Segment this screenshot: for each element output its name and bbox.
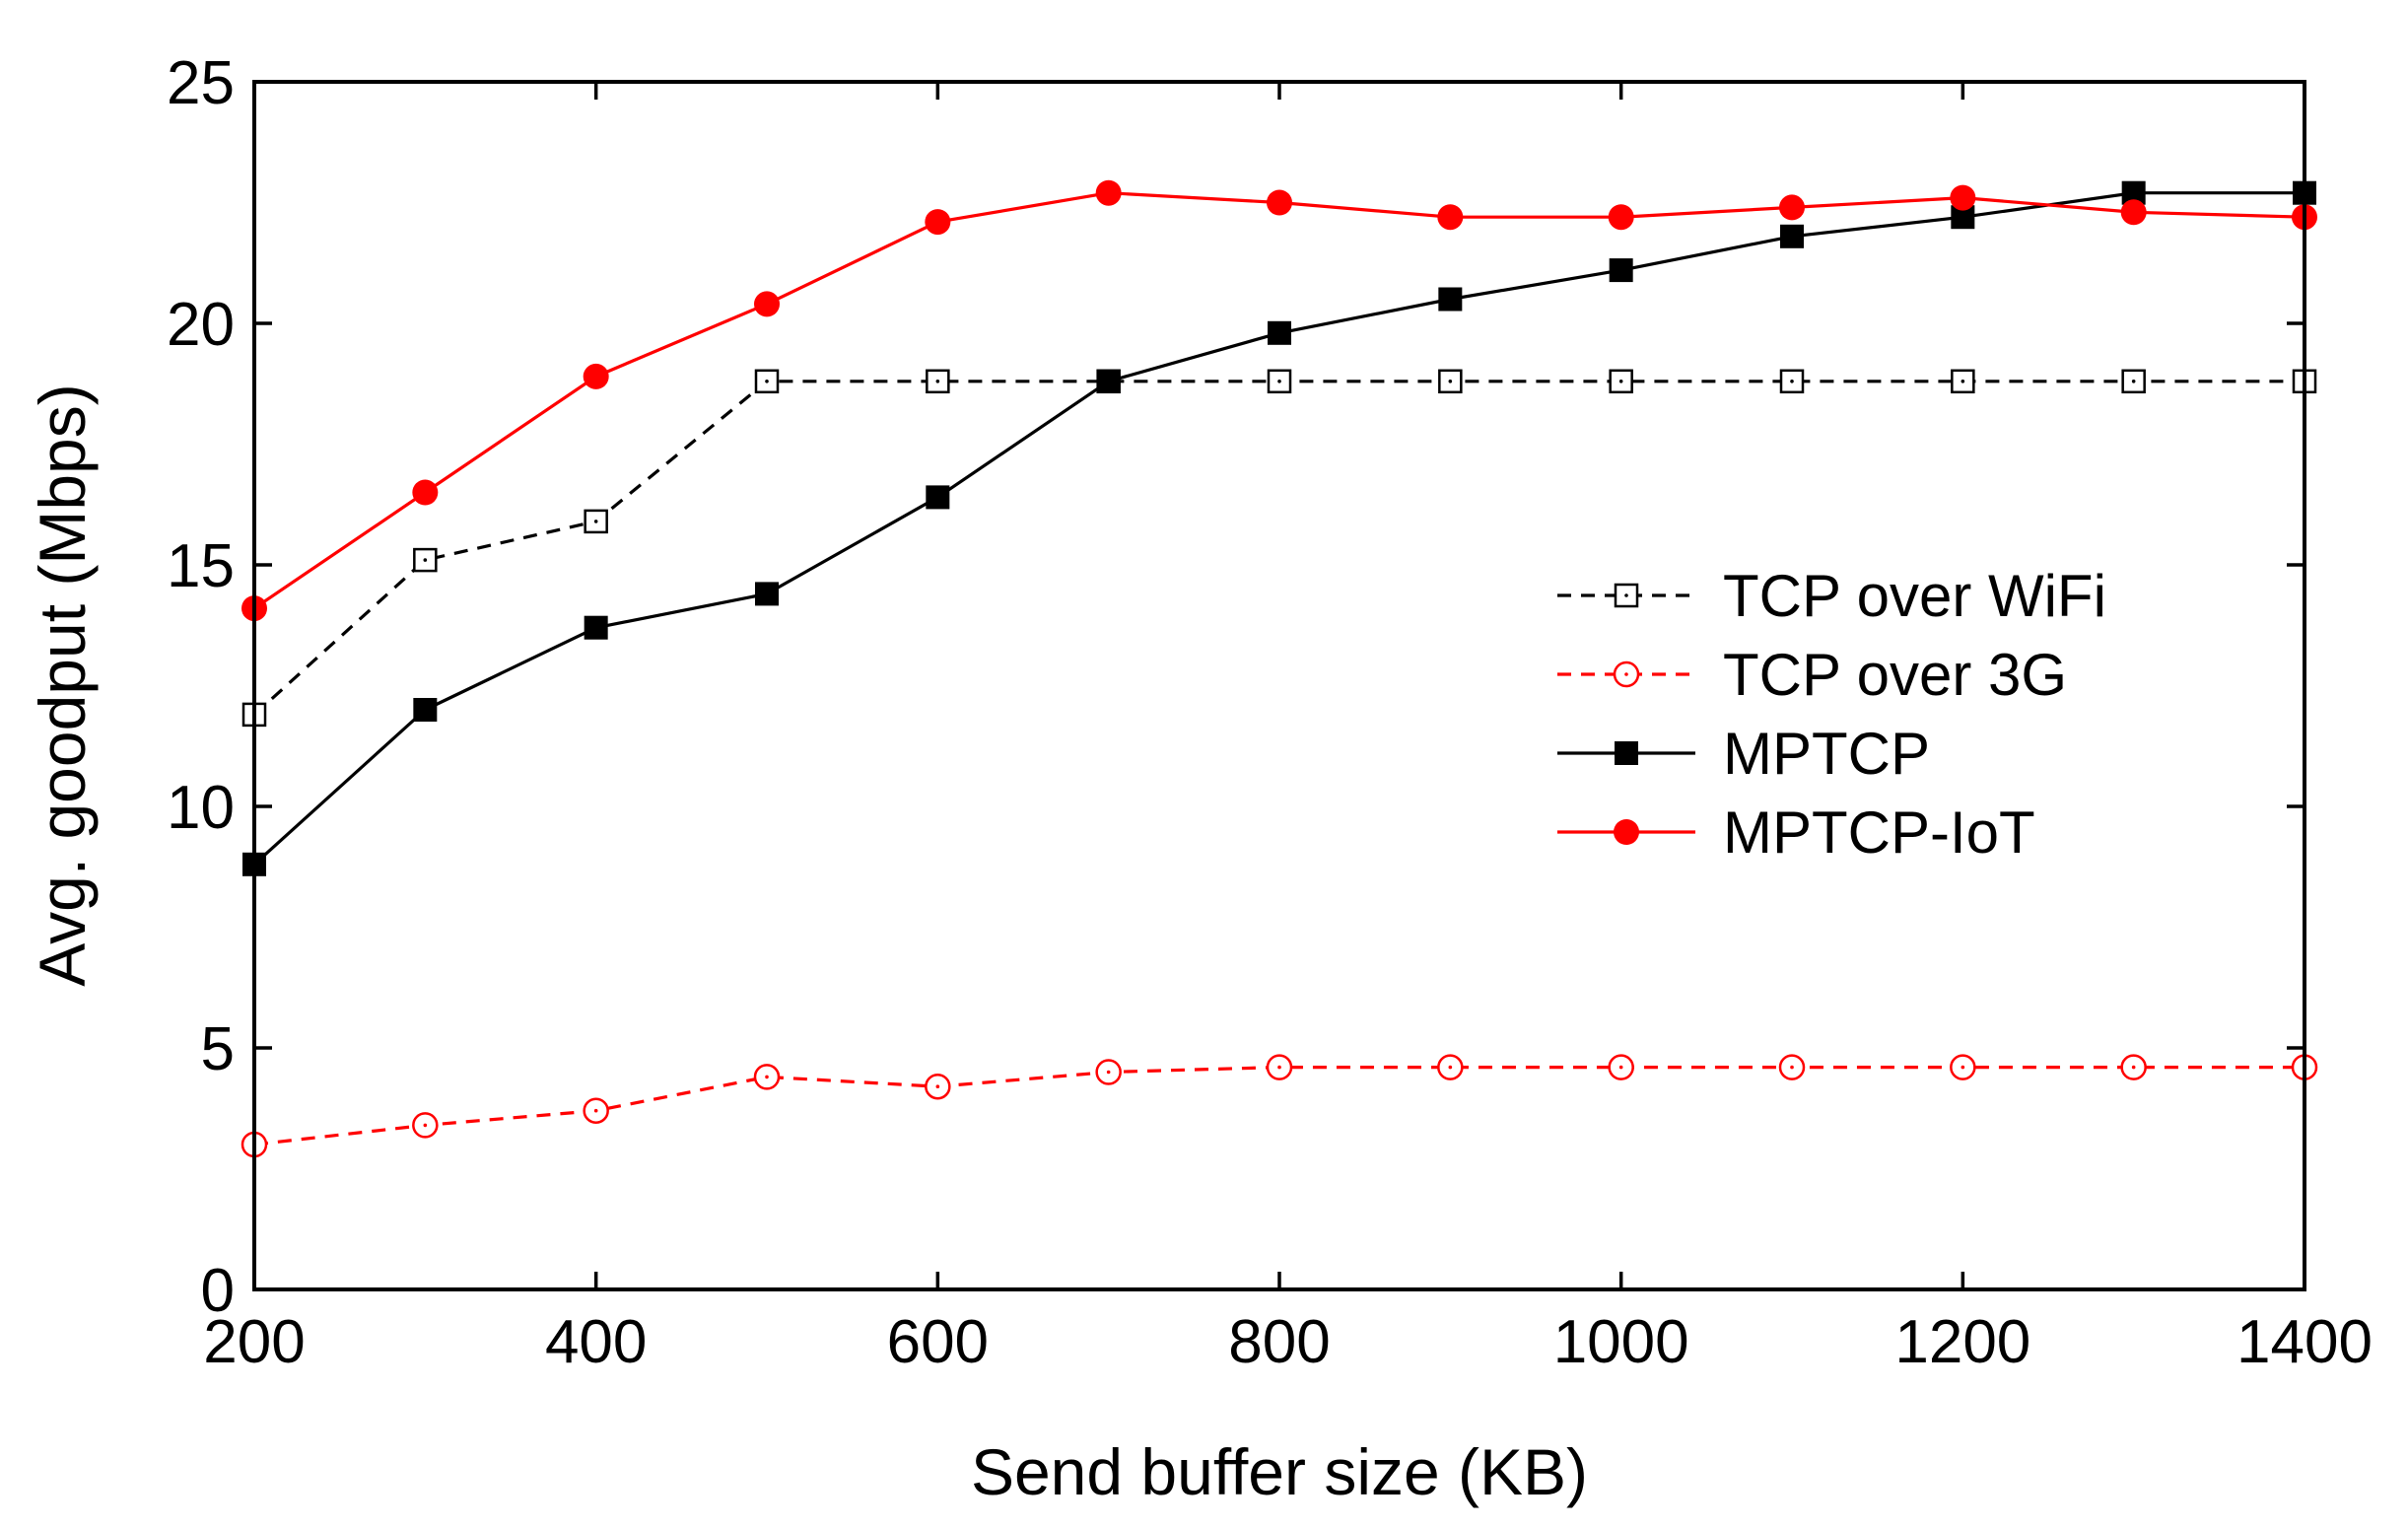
- legend-label-mptcp-iot: MPTCP-IoT: [1723, 799, 2035, 866]
- x-tick-label-1200: 1200: [1894, 1308, 2030, 1376]
- series-mptcp-iot: [241, 179, 2317, 622]
- point-tcp-over-3g-900: [1437, 1054, 1464, 1080]
- point-mptcp-iot-1000: [1608, 204, 1634, 231]
- point-tcp-over-wifi-800: [1267, 369, 1292, 394]
- point-tcp-over-wifi-1300: [2121, 369, 2146, 394]
- legend-marker-tcp-over-wifi: [1614, 583, 1639, 608]
- point-mptcp-iot-300: [412, 479, 439, 506]
- series-tcp-over-3g: [241, 1054, 2318, 1158]
- point-tcp-over-3g-800: [1266, 1054, 1293, 1080]
- legend-item-mptcp: MPTCP: [1557, 721, 1930, 787]
- point-mptcp-700: [1096, 369, 1121, 393]
- point-mptcp-600: [926, 485, 950, 510]
- y-tick-label-10: 10: [167, 774, 235, 842]
- point-tcp-over-3g-1100: [1778, 1054, 1806, 1080]
- point-tcp-over-wifi-1100: [1779, 369, 1805, 394]
- point-tcp-over-wifi-400: [584, 509, 608, 534]
- point-tcp-over-wifi-500: [754, 369, 780, 394]
- x-tick-label-600: 600: [887, 1308, 989, 1376]
- point-tcp-over-3g-400: [583, 1097, 609, 1124]
- point-mptcp-900: [1438, 287, 1463, 312]
- series-mptcp: [242, 180, 2316, 876]
- point-tcp-over-wifi-900: [1438, 369, 1463, 394]
- y-tick-label-0: 0: [201, 1257, 235, 1325]
- point-tcp-over-3g-600: [925, 1073, 951, 1100]
- point-mptcp-iot-800: [1267, 189, 1292, 216]
- point-mptcp-500: [755, 582, 779, 606]
- legend-item-tcp-over-wifi: TCP over WiFi: [1557, 563, 2106, 629]
- legend-marker-tcp-over-3g: [1613, 660, 1640, 688]
- point-mptcp-1000: [1609, 258, 1633, 283]
- point-tcp-over-3g-1000: [1608, 1054, 1634, 1080]
- series-line-mptcp-iot: [253, 191, 2305, 610]
- point-mptcp-iot-400: [583, 363, 609, 389]
- point-tcp-over-3g-500: [753, 1064, 781, 1090]
- legend-label-tcp-over-3g: TCP over 3G: [1723, 642, 2067, 708]
- series-line-mptcp: [252, 191, 2305, 866]
- x-tick-label-200: 200: [203, 1308, 305, 1376]
- point-tcp-over-wifi-1000: [1609, 369, 1633, 394]
- y-tick-label-25: 25: [167, 49, 235, 117]
- y-axis-title: Avg. goodput (Mbps): [26, 383, 99, 986]
- point-mptcp-iot-900: [1437, 204, 1464, 231]
- ticks-layer: 200 400 600 800 1000 1200 1400 0 5 10 15 20 25: [167, 49, 2373, 1376]
- point-mptcp-iot-700: [1095, 179, 1122, 206]
- legend: TCP over WiFi TCP over 3G MPTCP MPTCP-IoT: [1557, 563, 2106, 866]
- point-mptcp-1100: [1780, 224, 1804, 248]
- point-mptcp-iot-600: [925, 209, 951, 236]
- point-mptcp-400: [584, 615, 608, 640]
- point-tcp-over-3g-300: [412, 1112, 439, 1139]
- y-tick-label-20: 20: [167, 291, 235, 359]
- point-mptcp-iot-500: [754, 291, 780, 317]
- point-mptcp-iot-1100: [1779, 194, 1805, 221]
- x-tick-label-400: 400: [545, 1308, 647, 1376]
- point-tcp-over-wifi-1200: [1951, 369, 1975, 394]
- legend-item-tcp-over-3g: TCP over 3G: [1557, 642, 2067, 708]
- y-tick-label-5: 5: [201, 1015, 235, 1083]
- legend-label-mptcp: MPTCP: [1723, 721, 1930, 787]
- point-mptcp-300: [413, 698, 438, 722]
- x-tick-label-1000: 1000: [1553, 1308, 1689, 1376]
- point-mptcp-800: [1268, 320, 1291, 345]
- legend-label-tcp-over-wifi: TCP over WiFi: [1723, 563, 2106, 629]
- y-tick-label-15: 15: [167, 532, 235, 600]
- legend-item-mptcp-iot: MPTCP-IoT: [1557, 799, 2035, 866]
- legend-marker-mptcp: [1615, 741, 1638, 765]
- point-mptcp-iot-1200: [1950, 184, 1976, 211]
- point-tcp-over-3g-1200: [1950, 1054, 1976, 1080]
- point-tcp-over-wifi-300: [413, 547, 438, 573]
- series-layer: [241, 179, 2318, 1158]
- x-axis-title: Send buffer size (KB): [971, 1435, 1588, 1508]
- point-tcp-over-3g-700: [1095, 1059, 1122, 1085]
- x-tick-label-1400: 1400: [2236, 1308, 2373, 1376]
- legend-marker-mptcp-iot: [1614, 819, 1639, 845]
- x-tick-label-800: 800: [1228, 1308, 1330, 1376]
- point-tcp-over-3g-1300: [2120, 1054, 2147, 1080]
- point-mptcp-iot-1300: [2120, 199, 2147, 226]
- point-tcp-over-wifi-600: [926, 369, 950, 394]
